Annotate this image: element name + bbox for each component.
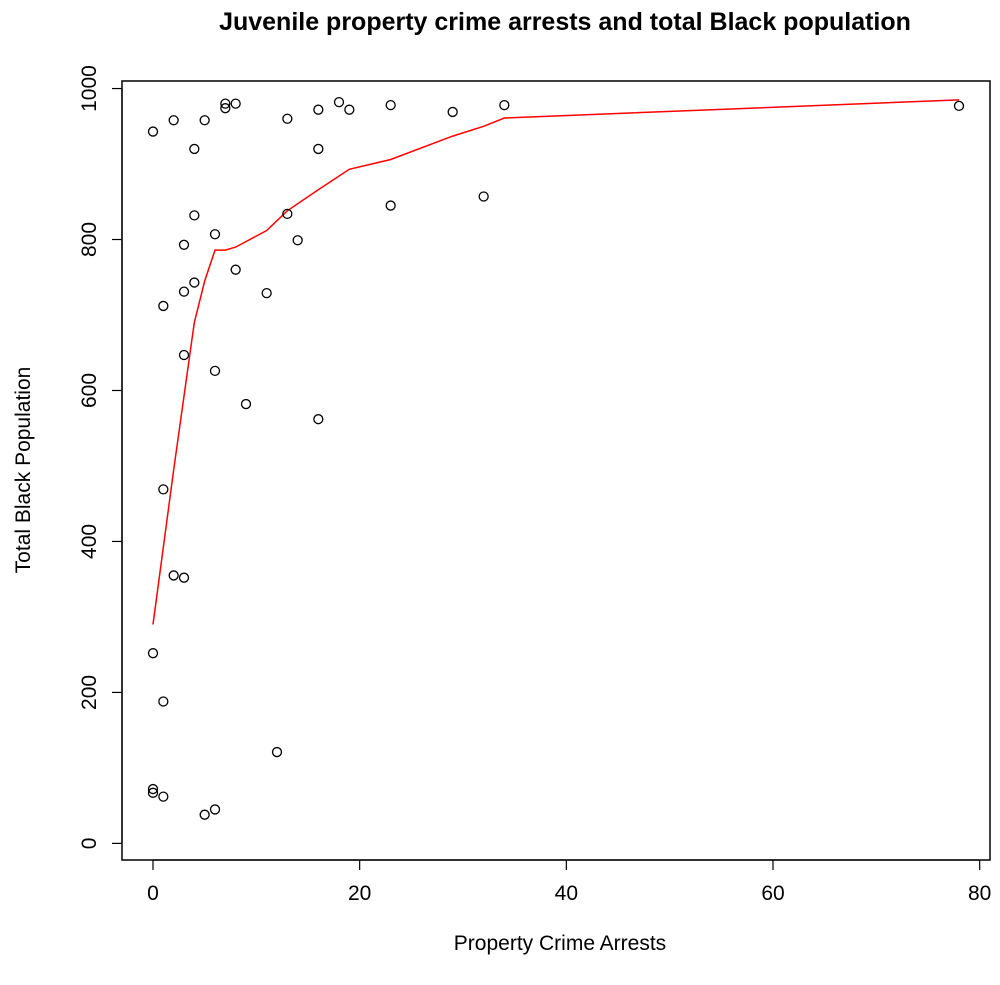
y-tick-label: 600 — [78, 373, 101, 408]
data-point — [499, 100, 510, 111]
data-point — [168, 115, 179, 126]
data-point — [385, 100, 396, 111]
data-point — [147, 126, 159, 137]
data-point — [313, 104, 324, 115]
x-tick-label: 0 — [147, 882, 159, 905]
y-tick-label: 400 — [78, 524, 101, 559]
data-point — [385, 200, 396, 211]
x-tick-label: 80 — [968, 882, 991, 905]
data-point — [953, 100, 965, 112]
x-tick-label: 20 — [348, 882, 371, 905]
y-tick-label: 0 — [78, 838, 101, 850]
data-point — [333, 96, 345, 108]
data-point — [209, 365, 221, 377]
data-point — [178, 286, 190, 297]
y-axis: 0 200 400 600 800 1000 — [78, 65, 123, 850]
x-tick-label: 40 — [555, 882, 578, 905]
data-point — [447, 106, 458, 118]
data-point — [147, 787, 159, 798]
data-point — [230, 98, 241, 109]
data-point — [189, 210, 200, 221]
smoothed-trend-line — [152, 99, 960, 625]
data-point — [147, 648, 159, 659]
y-axis-label: Total Black Population — [12, 367, 35, 574]
data-point — [199, 115, 210, 126]
data-point — [158, 696, 169, 707]
plot-frame — [121, 80, 991, 861]
data-point — [209, 804, 221, 815]
data-point — [189, 143, 200, 155]
chart-title: Juvenile property crime arrests and tota… — [219, 8, 911, 36]
data-point — [158, 484, 169, 495]
data-point — [344, 104, 355, 115]
data-point — [240, 398, 252, 410]
data-point — [158, 300, 169, 312]
data-point — [261, 287, 272, 299]
data-point — [271, 746, 283, 758]
x-axis-label: Property Crime Arrests — [454, 932, 666, 955]
data-point — [178, 239, 190, 250]
y-tick-label: 800 — [78, 222, 101, 257]
x-axis: 0 20 40 60 80 — [147, 859, 991, 905]
data-point — [230, 264, 241, 275]
data-point — [147, 783, 159, 795]
data-point — [209, 229, 221, 240]
data-point — [282, 113, 293, 124]
data-point — [168, 570, 179, 581]
plot-points — [147, 96, 965, 820]
data-point — [220, 98, 231, 109]
data-point — [313, 414, 324, 425]
data-point — [292, 235, 303, 246]
data-point — [178, 572, 190, 583]
plot-lines — [152, 99, 960, 625]
data-point — [478, 191, 489, 202]
data-point — [199, 809, 210, 820]
data-point — [178, 349, 190, 361]
y-tick-label: 1000 — [78, 65, 101, 112]
data-point — [282, 208, 293, 220]
data-point — [220, 103, 231, 114]
data-point — [189, 277, 200, 288]
y-tick-label: 200 — [78, 675, 101, 710]
data-point — [313, 143, 324, 155]
x-tick-label: 60 — [761, 882, 784, 905]
data-point — [158, 791, 169, 802]
